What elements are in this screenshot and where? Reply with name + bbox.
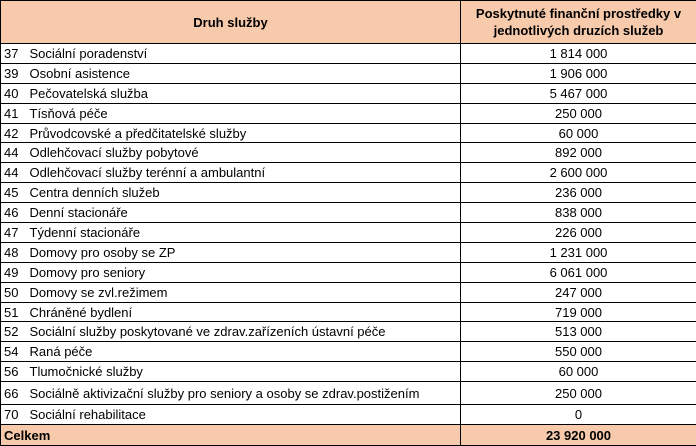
service-name-cell: Sociální poradenství <box>27 44 461 64</box>
code-cell: 52 <box>1 322 27 342</box>
code-cell: 40 <box>1 83 27 103</box>
header-row: Druh služby Poskytnuté finanční prostřed… <box>1 1 696 44</box>
amount-cell: 719 000 <box>461 302 696 322</box>
header-funds-provided: Poskytnuté finanční prostředky v jednotl… <box>461 1 696 44</box>
code-cell: 54 <box>1 342 27 362</box>
service-name-cell: Průvodcovské a předčitatelské služby <box>27 123 461 143</box>
service-name-cell: Tlumočnické služby <box>27 362 461 382</box>
amount-cell: 513 000 <box>461 322 696 342</box>
code-cell: 66 <box>1 382 27 405</box>
code-cell: 48 <box>1 242 27 262</box>
code-cell: 56 <box>1 362 27 382</box>
amount-cell: 550 000 <box>461 342 696 362</box>
code-cell: 46 <box>1 203 27 223</box>
service-name-cell: Centra denních služeb <box>27 183 461 203</box>
amount-cell: 5 467 000 <box>461 83 696 103</box>
amount-cell: 60 000 <box>461 123 696 143</box>
total-label: Celkem <box>1 425 461 446</box>
code-cell: 51 <box>1 302 27 322</box>
service-name-cell: Sociálně aktivizační služby pro seniory … <box>27 382 461 405</box>
amount-cell: 247 000 <box>461 282 696 302</box>
amount-cell: 1 231 000 <box>461 242 696 262</box>
code-cell: 70 <box>1 405 27 425</box>
amount-cell: 0 <box>461 405 696 425</box>
service-name-cell: Odlehčovací služby terénní a ambulantní <box>27 163 461 183</box>
service-name-cell: Domovy se zvl.režimem <box>27 282 461 302</box>
amount-cell: 838 000 <box>461 203 696 223</box>
code-cell: 41 <box>1 103 27 123</box>
code-cell: 39 <box>1 63 27 83</box>
service-name-cell: Domovy pro osoby se ZP <box>27 242 461 262</box>
amount-cell: 250 000 <box>461 382 696 405</box>
code-cell: 47 <box>1 223 27 243</box>
service-name-cell: Denní stacionáře <box>27 203 461 223</box>
amount-cell: 226 000 <box>461 223 696 243</box>
header-service-type: Druh služby <box>1 1 461 44</box>
amount-cell: 2 600 000 <box>461 163 696 183</box>
amount-cell: 6 061 000 <box>461 262 696 282</box>
total-amount: 23 920 000 <box>461 425 696 446</box>
total-row: Celkem 23 920 000 <box>1 425 696 446</box>
service-name-cell: Domovy pro seniory <box>27 262 461 282</box>
code-cell: 50 <box>1 282 27 302</box>
service-name-cell: Sociální rehabilitace <box>27 405 461 425</box>
code-cell: 49 <box>1 262 27 282</box>
amount-cell: 60 000 <box>461 362 696 382</box>
amount-cell: 1 814 000 <box>461 44 696 64</box>
code-cell: 45 <box>1 183 27 203</box>
service-name-cell: Osobní asistence <box>27 63 461 83</box>
service-name-cell: Chráněné bydlení <box>27 302 461 322</box>
code-cell: 42 <box>1 123 27 143</box>
service-name-cell: Tísňová péče <box>27 103 461 123</box>
code-cell: 44 <box>1 143 27 163</box>
service-name-cell: Týdenní stacionáře <box>27 223 461 243</box>
amount-cell: 892 000 <box>461 143 696 163</box>
service-name-cell: Pečovatelská služba <box>27 83 461 103</box>
service-name-cell: Odlehčovací služby pobytové <box>27 143 461 163</box>
amount-cell: 250 000 <box>461 103 696 123</box>
code-cell: 44 <box>1 163 27 183</box>
amount-cell: 1 906 000 <box>461 63 696 83</box>
amount-cell: 236 000 <box>461 183 696 203</box>
service-name-cell: Sociální služby poskytované ve zdrav.zař… <box>27 322 461 342</box>
service-name-cell: Raná péče <box>27 342 461 362</box>
code-cell: 37 <box>1 44 27 64</box>
